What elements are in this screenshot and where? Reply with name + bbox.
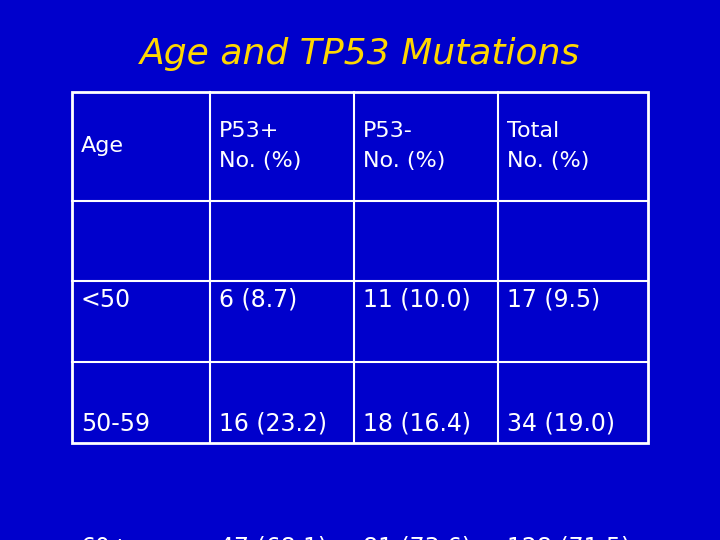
Text: Total
No. (%): Total No. (%) <box>507 122 589 171</box>
Text: 17 (9.5): 17 (9.5) <box>507 288 600 312</box>
Text: P53+
No. (%): P53+ No. (%) <box>219 122 301 171</box>
Text: 128 (71.5): 128 (71.5) <box>507 536 630 540</box>
Text: <50: <50 <box>81 288 131 312</box>
Text: 60+: 60+ <box>81 536 130 540</box>
Text: P53-
No. (%): P53- No. (%) <box>363 122 445 171</box>
Text: Age: Age <box>81 136 124 156</box>
Text: 11 (10.0): 11 (10.0) <box>363 288 471 312</box>
Text: 18 (16.4): 18 (16.4) <box>363 412 471 436</box>
Text: 47 (68.1): 47 (68.1) <box>219 536 327 540</box>
Text: 6 (8.7): 6 (8.7) <box>219 288 297 312</box>
Text: Age and TP53 Mutations: Age and TP53 Mutations <box>140 37 580 71</box>
Text: 34 (19.0): 34 (19.0) <box>507 412 615 436</box>
Text: 81 (73.6): 81 (73.6) <box>363 536 471 540</box>
Bar <box>72 92 648 443</box>
Text: 16 (23.2): 16 (23.2) <box>219 412 327 436</box>
Text: 50-59: 50-59 <box>81 412 150 436</box>
